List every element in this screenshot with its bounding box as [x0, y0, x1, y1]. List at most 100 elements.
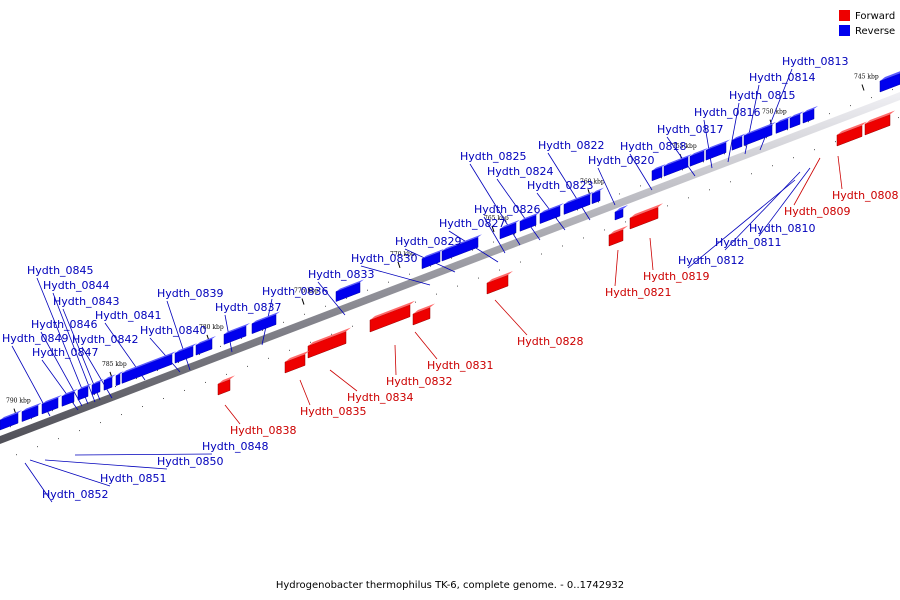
reverse-gene-block[interactable]	[802, 108, 815, 124]
gene-label[interactable]: Hydth_0843	[53, 295, 120, 308]
gene-label[interactable]: Hydth_0838	[230, 424, 297, 437]
guide-dot	[73, 402, 74, 404]
reverse-gene-block-top	[540, 202, 564, 214]
tick-label: 780 kbp	[199, 324, 224, 331]
reverse-gene-block[interactable]	[103, 376, 113, 391]
genome-axis-bar	[0, 92, 900, 444]
gene-label[interactable]: Hydth_0850	[157, 455, 224, 468]
gene-label[interactable]: Hydth_0822	[538, 139, 605, 152]
gene-label[interactable]: Hydth_0837	[215, 301, 282, 314]
gene-label[interactable]: Hydth_0821	[605, 286, 672, 299]
reverse-gene-block[interactable]	[115, 373, 121, 387]
gene-label[interactable]: Hydth_0830	[351, 252, 418, 265]
gene-label[interactable]: Hydth_0840	[140, 324, 207, 337]
gene-label[interactable]: Hydth_0819	[643, 270, 710, 283]
reverse-gene-block-top	[196, 335, 216, 346]
gene-label[interactable]: Hydth_0839	[157, 287, 224, 300]
gene-label[interactable]: Hydth_0808	[832, 189, 899, 202]
label-leader-line	[36, 277, 89, 405]
gene-label[interactable]: Hydth_0824	[487, 165, 554, 178]
gene-label[interactable]: Hydth_0848	[202, 440, 269, 453]
gene-label[interactable]: Hydth_0813	[782, 55, 849, 68]
tick-label: 750 kbp	[762, 109, 787, 116]
reverse-gene-block[interactable]	[77, 386, 89, 401]
guide-dot	[535, 225, 536, 227]
gene-label[interactable]: Hydth_0827	[439, 217, 506, 230]
leader-lines	[11, 68, 843, 503]
label-leader-line	[394, 344, 397, 376]
gene-label[interactable]: Hydth_0829	[395, 235, 462, 248]
guide-dot	[724, 153, 725, 155]
gene-label[interactable]: Hydth_0820	[588, 154, 655, 167]
gene-label[interactable]: Hydth_0851	[100, 472, 167, 485]
gene-label[interactable]: Hydth_0832	[386, 375, 453, 388]
gene-label[interactable]: Hydth_0826	[474, 203, 541, 216]
label-leader-line	[29, 459, 111, 487]
gene-feature[interactable]	[307, 331, 347, 359]
label-leader-line	[614, 249, 619, 287]
legend-forward-label: Forward	[855, 11, 895, 22]
gene-label[interactable]: Hydth_0828	[517, 335, 584, 348]
gene-feature[interactable]	[486, 274, 509, 295]
guide-dot	[835, 141, 836, 143]
gene-feature[interactable]	[284, 353, 306, 374]
gene-feature-top	[370, 300, 415, 320]
reverse-gene-block-top	[776, 115, 792, 124]
guide-dot	[703, 161, 704, 163]
gene-label[interactable]: Hydth_0834	[347, 391, 414, 404]
gene-label[interactable]: Hydth_0818	[620, 140, 687, 153]
gene-label[interactable]: Hydth_0845	[27, 264, 94, 277]
gene-feature[interactable]	[369, 304, 411, 333]
gene-label[interactable]: Hydth_0835	[300, 405, 367, 418]
gene-feature-top	[880, 71, 900, 81]
gene-feature-top	[837, 121, 867, 135]
gene-label[interactable]: Hydth_0811	[715, 236, 782, 249]
guide-dot	[346, 297, 347, 299]
reverse-gene-block[interactable]	[335, 282, 361, 302]
guide-dot	[262, 329, 263, 331]
gene-label[interactable]: Hydth_0815	[729, 89, 796, 102]
gene-feature[interactable]	[864, 114, 891, 136]
reverse-gene-block-top	[78, 383, 92, 391]
gene-label[interactable]: Hydth_0831	[427, 359, 494, 372]
gene-label[interactable]: Hydth_0809	[784, 205, 851, 218]
gene-label[interactable]: Hydth_0814	[749, 71, 816, 84]
label-leader-line	[40, 331, 83, 407]
gene-label[interactable]: Hydth_0833	[308, 268, 375, 281]
gene-label[interactable]: Hydth_0836	[262, 285, 329, 298]
gene-label[interactable]: Hydth_0846	[31, 318, 98, 331]
gene-label[interactable]: Hydth_0817	[657, 123, 724, 136]
gene-label[interactable]: Hydth_0812	[678, 254, 745, 267]
gene-label[interactable]: Hydth_0825	[460, 150, 527, 163]
reverse-gene-block[interactable]	[563, 194, 591, 215]
tick-label: 760 kbp	[580, 178, 605, 185]
guide-dot	[583, 237, 584, 239]
guide-dot	[772, 165, 773, 167]
legend-reverse-swatch	[839, 25, 850, 36]
label-leader-line	[149, 337, 181, 373]
gene-label[interactable]: Hydth_0847	[32, 346, 99, 359]
tick-label: 775 kbp	[294, 288, 319, 295]
gene-feature[interactable]	[614, 208, 624, 221]
guide-dot	[493, 241, 494, 243]
gene-label[interactable]: Hydth_0841	[95, 309, 162, 322]
gene-label[interactable]: Hydth_0852	[42, 488, 109, 501]
gene-feature[interactable]	[412, 307, 431, 326]
reverse-gene-block[interactable]	[663, 156, 689, 177]
gene-feature[interactable]	[836, 125, 863, 147]
gene-feature[interactable]	[217, 379, 231, 396]
gene-feature[interactable]	[629, 206, 659, 230]
gene-label[interactable]: Hydth_0810	[749, 222, 816, 235]
gene-label[interactable]: Hydth_0844	[43, 279, 110, 292]
label-leader-line	[687, 179, 796, 269]
reverse-gene-block[interactable]	[731, 136, 743, 151]
gene-label[interactable]: Hydth_0842	[72, 333, 139, 346]
gene-label[interactable]: Hydth_0823	[527, 179, 594, 192]
reverse-gene-block[interactable]	[789, 113, 801, 129]
gene-label[interactable]: Hydth_0849	[2, 332, 69, 345]
reverse-gene-block[interactable]	[251, 314, 277, 335]
reverse-gene-block[interactable]	[651, 166, 663, 182]
label-leader-line	[629, 153, 653, 191]
gene-label[interactable]: Hydth_0816	[694, 106, 761, 119]
reverse-gene-block[interactable]	[743, 124, 773, 146]
